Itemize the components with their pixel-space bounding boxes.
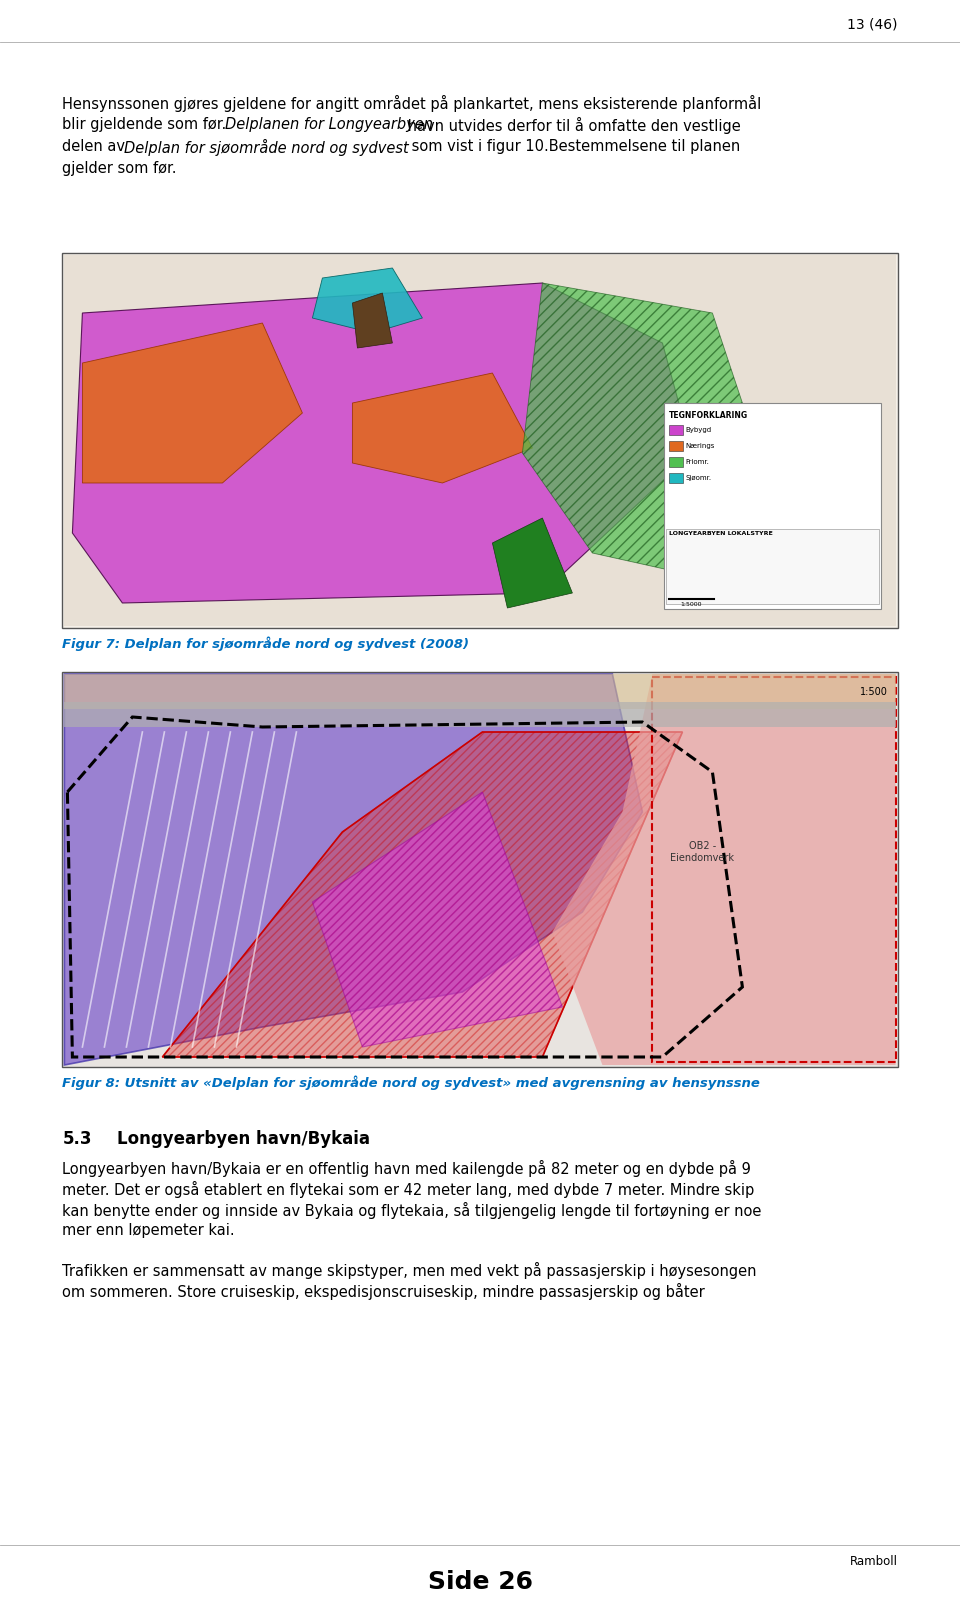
Text: 1:5000: 1:5000 <box>680 602 702 607</box>
Text: delen av: delen av <box>62 139 130 153</box>
Text: LONGYEARBYEN LOKALSTYRE: LONGYEARBYEN LOKALSTYRE <box>669 531 773 537</box>
Bar <box>669 441 683 451</box>
Text: blir gjeldende som før.: blir gjeldende som før. <box>62 117 231 133</box>
Text: 1:500: 1:500 <box>860 687 888 697</box>
Polygon shape <box>352 372 533 483</box>
Polygon shape <box>522 283 753 574</box>
Bar <box>653 678 896 1063</box>
Polygon shape <box>162 732 683 1056</box>
Text: Nærings: Nærings <box>685 443 715 449</box>
Polygon shape <box>352 292 393 348</box>
Text: Figur 8: Utsnitt av «Delplan for sjøområde nord og sydvest» med avgrensning av h: Figur 8: Utsnitt av «Delplan for sjøområ… <box>62 1075 760 1090</box>
Text: 13 (46): 13 (46) <box>847 18 898 32</box>
Polygon shape <box>552 674 896 1064</box>
Text: Delplanen for Longyearbyen: Delplanen for Longyearbyen <box>226 117 433 133</box>
Bar <box>663 403 881 609</box>
Polygon shape <box>64 674 642 1064</box>
Polygon shape <box>83 323 302 483</box>
Text: 5.3: 5.3 <box>62 1130 92 1147</box>
Bar <box>64 256 896 626</box>
Bar <box>669 457 683 467</box>
Text: mer enn løpemeter kai.: mer enn løpemeter kai. <box>62 1222 235 1238</box>
Text: TEGNFORKLARING: TEGNFORKLARING <box>669 411 748 420</box>
Text: Hensynssonen gjøres gjeldene for angitt området på plankartet, mens eksisterende: Hensynssonen gjøres gjeldene for angitt … <box>62 94 761 112</box>
Polygon shape <box>492 518 572 607</box>
Text: Friomr.: Friomr. <box>685 459 709 465</box>
Text: Delplan for sjøområde nord og sydvest: Delplan for sjøområde nord og sydvest <box>125 139 409 157</box>
Bar <box>62 673 898 1067</box>
Text: OB2 -
Eiendomverk: OB2 - Eiendomverk <box>670 841 734 863</box>
Text: som vist i figur 10.Bestemmelsene til planen: som vist i figur 10.Bestemmelsene til pl… <box>407 139 741 153</box>
Text: Side 26: Side 26 <box>427 1569 533 1593</box>
Polygon shape <box>312 793 563 1047</box>
Bar <box>64 702 896 727</box>
Text: Ramboll: Ramboll <box>850 1555 898 1568</box>
Text: gjelder som før.: gjelder som før. <box>62 161 177 176</box>
Text: Sjøomr.: Sjøomr. <box>685 475 712 481</box>
Bar <box>665 529 879 604</box>
Text: meter. Det er også etablert en flytekai som er 42 meter lang, med dybde 7 meter.: meter. Det er også etablert en flytekai … <box>62 1181 755 1198</box>
Text: kan benytte ender og innside av Bykaia og flytekaia, så tilgjengelig lengde til : kan benytte ender og innside av Bykaia o… <box>62 1202 762 1219</box>
Text: Bybygd: Bybygd <box>685 427 712 433</box>
Text: Longyearbyen havn/Bykaia: Longyearbyen havn/Bykaia <box>117 1130 371 1147</box>
Bar <box>64 674 896 710</box>
Bar <box>669 473 683 483</box>
Text: Trafikken er sammensatt av mange skipstyper, men med vekt på passasjerskip i høy: Trafikken er sammensatt av mange skipsty… <box>62 1262 756 1278</box>
Bar <box>669 425 683 435</box>
Text: Figur 7: Delplan for sjøområde nord og sydvest (2008): Figur 7: Delplan for sjøområde nord og s… <box>62 636 469 650</box>
Text: om sommeren. Store cruiseskip, ekspedisjonscruiseskip, mindre passasjerskip og b: om sommeren. Store cruiseskip, ekspedisj… <box>62 1283 706 1301</box>
Text: havn utvides derfor til å omfatte den vestlige: havn utvides derfor til å omfatte den ve… <box>403 117 741 134</box>
Polygon shape <box>312 268 422 332</box>
Polygon shape <box>72 283 692 602</box>
Bar <box>62 252 898 628</box>
Text: Longyearbyen havn/Bykaia er en offentlig havn med kailengde på 82 meter og en dy: Longyearbyen havn/Bykaia er en offentlig… <box>62 1160 752 1178</box>
